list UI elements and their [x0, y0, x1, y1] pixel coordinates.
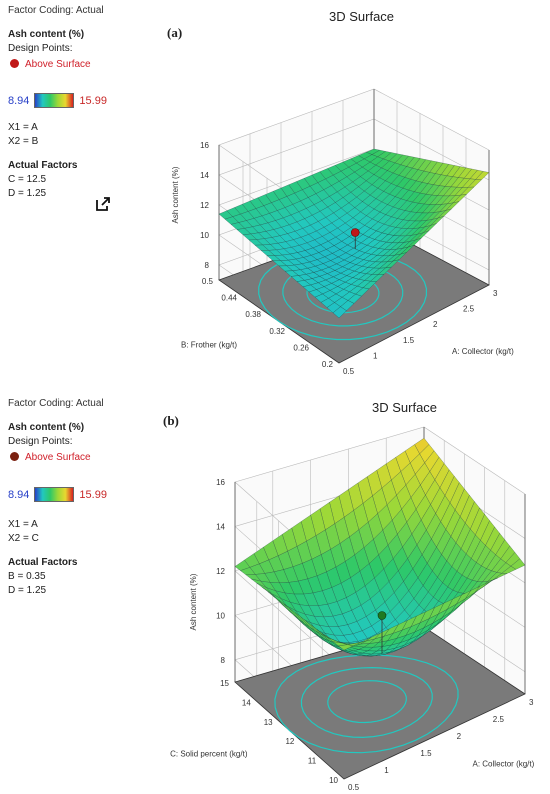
x1-mapping: X1 = A — [8, 519, 38, 530]
x-tick-label: 1 — [373, 351, 378, 360]
z-tick-label: 8 — [205, 261, 210, 270]
response-title: Ash content (%) — [8, 422, 85, 433]
actual-factor-1: C = 12.5 — [8, 174, 47, 185]
x-tick-label: 3 — [493, 289, 498, 298]
response-surface — [234, 437, 526, 657]
design-point-legend-label: Above Surface — [25, 59, 91, 70]
response-title: Ash content (%) — [8, 29, 85, 40]
x-tick-label: 2 — [457, 732, 462, 741]
x-tick-label: 2 — [433, 320, 438, 329]
response-surface — [218, 148, 490, 319]
x-tick-label: 1 — [384, 766, 389, 775]
color-gradient-bar — [34, 93, 75, 108]
scale-min: 8.94 — [8, 488, 30, 501]
axis-ticks: 8 10 12 14 16 0.5 1 1.5 2 2.5 3 0.2 0.26 0.32 0.38 0.44… — [200, 141, 498, 376]
panel-b: Factor Coding: Actual Ash content (%) De… — [0, 397, 550, 794]
z-tick-label: 12 — [200, 201, 209, 210]
x2-mapping: X2 = B — [8, 136, 39, 147]
design-point — [350, 228, 360, 237]
color-gradient-bar — [34, 487, 75, 502]
design-points-label: Design Points: — [8, 436, 73, 447]
sidebar-b: Factor Coding: Actual Ash content (%) De… — [8, 397, 104, 465]
y-tick-label: 0.26 — [293, 343, 309, 352]
y-tick-label: 0.5 — [202, 277, 214, 286]
z-axis-title: Ash content (%) — [171, 166, 180, 223]
x-tick-label: 1.5 — [420, 749, 432, 758]
y-tick-label: 0.38 — [245, 310, 261, 319]
design-point — [377, 611, 387, 620]
x-tick-label: 0.5 — [343, 367, 355, 376]
y-tick-label: 0.44 — [221, 294, 237, 303]
z-tick-label: 10 — [200, 231, 209, 240]
design-point-legend-label: Above Surface — [25, 452, 91, 463]
y-tick-label: 11 — [308, 757, 317, 766]
actual-factor-1: B = 0.35 — [8, 571, 46, 582]
x-tick-label: 2.5 — [493, 715, 505, 724]
design-point-marker-icon — [10, 59, 19, 68]
x-tick-label: 1.5 — [403, 336, 415, 345]
factor-mapping-b: X1 = A X2 = C Actual Factors B = 0.35 D … — [8, 518, 77, 598]
scale-min: 8.94 — [8, 94, 30, 107]
z-tick-label: 10 — [216, 611, 225, 620]
factor-coding-label: Factor Coding: Actual — [8, 5, 104, 16]
actual-factor-2: D = 1.25 — [8, 585, 47, 596]
x-tick-label: 2.5 — [463, 305, 475, 314]
sidebar-a: Factor Coding: Actual Ash content (%) De… — [8, 4, 104, 72]
factor-mapping-a: X1 = A X2 = B Actual Factors C = 12.5 D … — [8, 121, 77, 201]
surface-plot-a: 8 10 12 14 16 0.5 1 1.5 2 2.5 3 0.2 0.26 0.32 0.38 0.44… — [171, 88, 514, 376]
y-tick-label: 13 — [264, 718, 273, 727]
y-tick-label: 0.2 — [322, 360, 334, 369]
y-tick-label: 12 — [285, 737, 294, 746]
axis-ticks: 8 10 12 14 16 0.5 1 1.5 2 2.5 3 10 11 12 13 14 15 — [216, 478, 534, 792]
x-axis-title: A: Collector (kg/t) — [473, 760, 535, 769]
y-tick-label: 15 — [220, 679, 229, 688]
actual-factors-title: Actual Factors — [8, 160, 78, 171]
z-tick-label: 16 — [200, 141, 209, 150]
scale-max: 15.99 — [79, 94, 107, 107]
y-tick-label: 0.32 — [269, 327, 285, 336]
design-point-legend: Above Surface — [8, 58, 104, 72]
color-scale-a: 8.94 15.99 — [8, 93, 107, 108]
x-axis-title: A: Collector (kg/t) — [452, 347, 514, 356]
scale-max: 15.99 — [79, 488, 107, 501]
x1-mapping: X1 = A — [8, 122, 38, 133]
y-axis-title: B: Frother (kg/t) — [181, 341, 237, 350]
factor-coding-label: Factor Coding: Actual — [8, 398, 104, 409]
z-tick-label: 14 — [200, 171, 209, 180]
x2-mapping: X2 = C — [8, 533, 39, 544]
design-points-label: Design Points: — [8, 43, 73, 54]
y-axis-title: C: Solid percent (kg/t) — [170, 750, 248, 759]
z-tick-label: 12 — [216, 567, 225, 576]
x-tick-label: 0.5 — [348, 783, 360, 792]
plot-title-b: 3D Surface — [372, 400, 438, 415]
x-tick-label: 3 — [529, 698, 534, 707]
design-point-legend: Above Surface — [8, 451, 104, 465]
panel-a: Factor Coding: Actual Ash content (%) De… — [8, 4, 514, 376]
design-point-marker-icon — [10, 452, 19, 461]
plot-title-a: 3D Surface — [329, 9, 395, 24]
color-scale-b: 8.94 15.99 — [8, 487, 107, 502]
popout-icon[interactable] — [96, 197, 110, 211]
z-tick-label: 8 — [221, 656, 226, 665]
actual-factors-title: Actual Factors — [8, 557, 78, 568]
actual-factor-2: D = 1.25 — [8, 188, 47, 199]
panel-tag-a: (a) — [167, 25, 183, 40]
y-tick-label: 14 — [242, 698, 251, 707]
z-axis-title: Ash content (%) — [189, 573, 198, 630]
z-tick-label: 14 — [216, 522, 225, 531]
z-tick-label: 16 — [216, 478, 225, 487]
panel-tag-b: (b) — [163, 413, 179, 428]
y-tick-label: 10 — [329, 776, 338, 785]
surface-plot-b: 8 10 12 14 16 0.5 1 1.5 2 2.5 3 10 11 12 13 14 15 A: Coll… — [170, 426, 535, 792]
